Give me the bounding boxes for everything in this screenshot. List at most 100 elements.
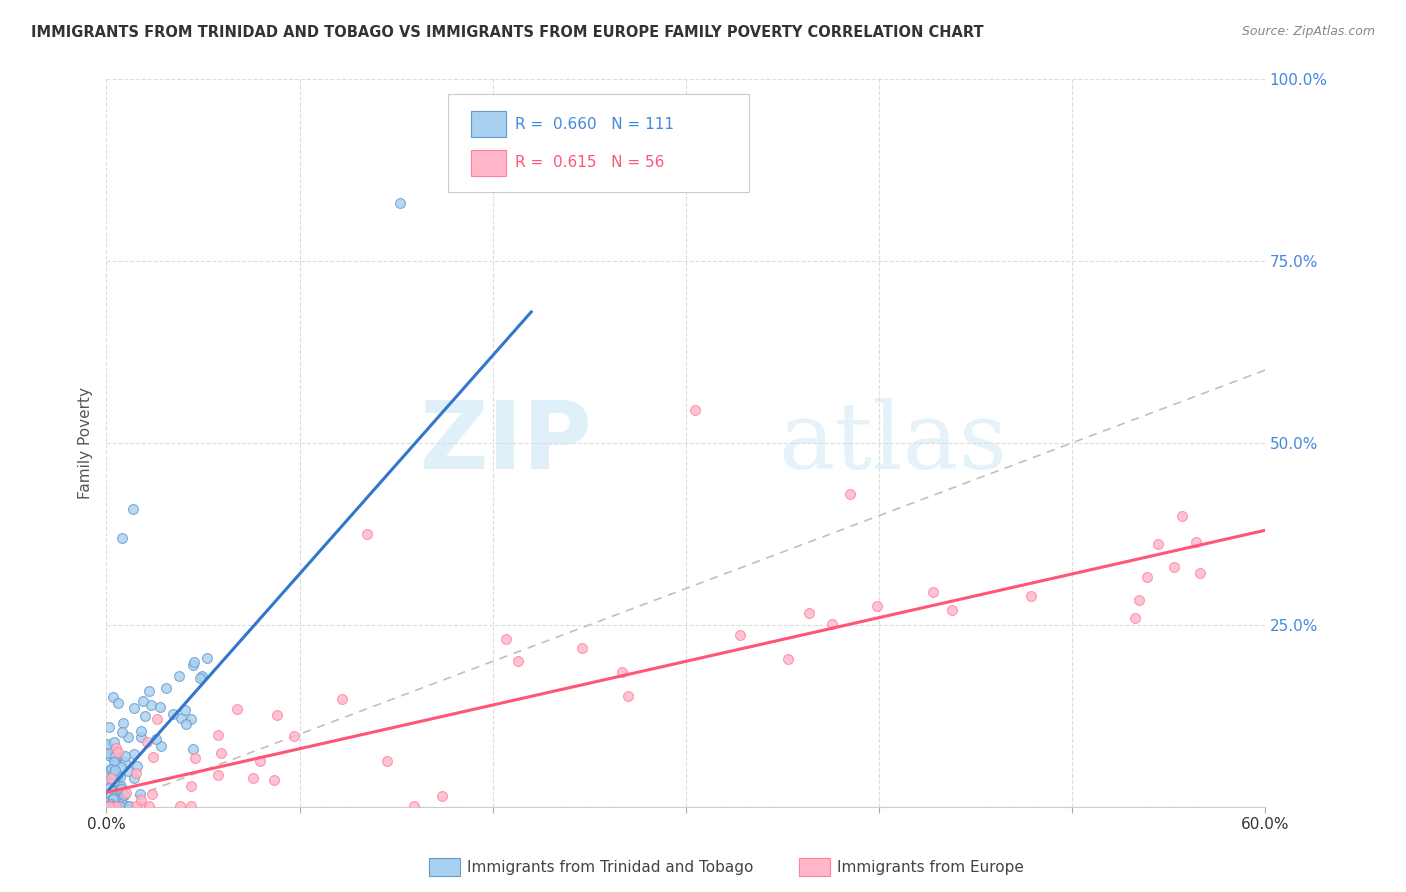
- Point: [104, 764, 127, 778]
- Point: [97, 746, 120, 760]
- Point: [131, 694, 153, 708]
- Point: [103, 795, 125, 809]
- Point: [922, 585, 945, 599]
- Point: [103, 791, 125, 805]
- Point: [103, 735, 125, 749]
- Point: [110, 780, 132, 794]
- Point: [266, 707, 288, 722]
- Point: [100, 788, 122, 802]
- Point: [941, 603, 963, 617]
- Point: [114, 749, 136, 764]
- Point: [111, 531, 134, 545]
- FancyBboxPatch shape: [449, 94, 749, 192]
- Point: [610, 665, 633, 679]
- Point: [107, 746, 129, 760]
- Point: [114, 755, 136, 769]
- Point: [226, 701, 249, 715]
- Point: [103, 755, 125, 769]
- Point: [138, 799, 160, 814]
- Point: [107, 697, 129, 711]
- Point: [104, 799, 127, 814]
- Point: [103, 769, 125, 783]
- Point: [112, 788, 135, 802]
- Point: [103, 799, 125, 814]
- Point: [330, 692, 353, 706]
- Point: [103, 784, 125, 798]
- Point: [173, 703, 195, 717]
- Point: [838, 487, 860, 501]
- Text: Source: ZipAtlas.com: Source: ZipAtlas.com: [1241, 25, 1375, 38]
- Point: [98, 799, 121, 814]
- Point: [150, 739, 173, 753]
- Point: [124, 771, 146, 785]
- Point: [138, 684, 160, 698]
- Point: [98, 748, 121, 763]
- Point: [105, 748, 128, 763]
- Point: [184, 751, 207, 765]
- Point: [101, 690, 124, 704]
- Point: [108, 778, 131, 792]
- Point: [821, 617, 844, 632]
- Point: [142, 750, 165, 764]
- Point: [207, 728, 229, 742]
- Point: [110, 770, 132, 784]
- Point: [129, 731, 152, 745]
- Point: [110, 790, 132, 805]
- Text: IMMIGRANTS FROM TRINIDAD AND TOBAGO VS IMMIGRANTS FROM EUROPE FAMILY POVERTY COR: IMMIGRANTS FROM TRINIDAD AND TOBAGO VS I…: [31, 25, 984, 40]
- Text: atlas: atlas: [779, 398, 1008, 488]
- Point: [125, 765, 148, 780]
- Point: [141, 787, 163, 801]
- Point: [145, 732, 167, 747]
- Point: [112, 799, 135, 814]
- Point: [131, 723, 153, 738]
- Point: [495, 632, 517, 647]
- Point: [506, 653, 529, 667]
- Point: [122, 701, 145, 715]
- Point: [101, 776, 124, 790]
- Point: [100, 771, 122, 785]
- Point: [114, 786, 136, 800]
- Point: [127, 759, 149, 773]
- Point: [207, 767, 229, 781]
- Point: [136, 735, 159, 749]
- Point: [169, 711, 191, 725]
- Point: [1019, 590, 1042, 604]
- Point: [97, 799, 120, 814]
- Point: [190, 669, 212, 683]
- Point: [97, 799, 120, 814]
- Point: [100, 762, 122, 776]
- Point: [129, 787, 152, 801]
- Point: [96, 737, 118, 751]
- Point: [180, 799, 202, 814]
- Point: [103, 774, 125, 789]
- Point: [103, 783, 125, 797]
- Point: [100, 749, 122, 764]
- Point: [571, 641, 593, 656]
- Point: [105, 764, 128, 779]
- Point: [104, 799, 127, 814]
- Point: [122, 501, 145, 516]
- Point: [118, 799, 141, 814]
- Point: [388, 195, 411, 210]
- Point: [101, 799, 124, 814]
- Point: [181, 742, 204, 756]
- Point: [117, 764, 139, 779]
- Point: [101, 764, 124, 778]
- Point: [131, 799, 153, 814]
- Point: [100, 762, 122, 776]
- Point: [1128, 592, 1150, 607]
- Point: [1171, 509, 1194, 524]
- Point: [101, 799, 124, 814]
- Point: [125, 799, 148, 814]
- Point: [100, 799, 122, 814]
- Point: [101, 799, 124, 814]
- Point: [111, 788, 134, 802]
- Point: [145, 713, 167, 727]
- Point: [107, 799, 129, 814]
- Point: [117, 730, 139, 744]
- Point: [108, 789, 131, 804]
- Point: [249, 754, 271, 768]
- Text: Immigrants from Europe: Immigrants from Europe: [837, 860, 1024, 874]
- Point: [209, 746, 232, 760]
- Point: [117, 799, 139, 814]
